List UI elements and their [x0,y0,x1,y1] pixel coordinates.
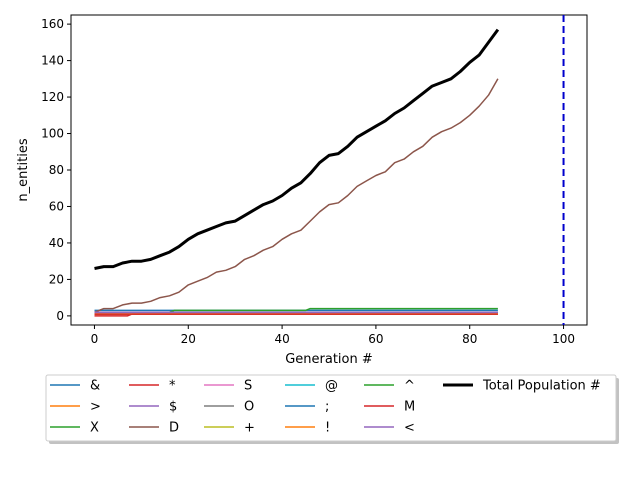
x-tick-label: 100 [552,332,575,346]
legend-label: O [244,400,254,415]
y-tick-label: 80 [49,163,64,177]
y-tick-label: 160 [41,17,64,31]
series-line [94,78,499,313]
legend-label: D [169,421,179,436]
series-layer [94,28,500,317]
x-axis-ticks: 0 20 40 60 80 100 [91,325,575,346]
x-tick-label: 40 [274,332,289,346]
x-tick-label: 20 [181,332,196,346]
x-axis-label: Generation # [285,352,373,367]
legend-box [45,374,617,442]
legend-label: ! [325,421,330,436]
y-tick-label: 0 [56,309,64,323]
legend-items: & > X * $ D SO + @;! ^ M < Total Population # [50,379,601,436]
legend-label: > [90,400,101,415]
x-tick-label: 0 [91,332,99,346]
y-tick-label: 120 [41,90,64,104]
legend: & > X * $ D SO + @;! ^ M < Total Population # [45,374,619,444]
legend-label: < [404,421,415,436]
legend-label: & [90,379,100,394]
legend-label: @ [325,379,338,394]
y-axis-ticks: 0 20 40 60 80 100 120 140 160 [41,17,71,323]
legend-label: ^ [404,379,415,394]
legend-label: S [244,379,252,394]
x-tick-label: 60 [368,332,383,346]
plot-area: 0 20 40 60 80 100 0 20 40 60 80 100 120 140 160 [41,14,588,346]
legend-label: ; [325,400,329,415]
y-tick-label: 140 [41,54,64,68]
y-tick-label: 60 [49,199,64,213]
plot-frame [70,14,588,326]
legend-label: + [244,421,255,436]
y-axis-label: n_entities [16,138,31,201]
y-tick-label: 20 [49,272,64,286]
series-line [94,28,500,270]
y-tick-label: 100 [41,127,64,141]
legend-label: M [404,400,415,415]
x-tick-label: 80 [462,332,477,346]
y-tick-label: 40 [49,236,64,250]
legend-label: Total Population # [482,379,601,394]
legend-label: * [169,379,176,394]
legend-label: $ [169,400,177,415]
legend-label: X [90,421,99,436]
